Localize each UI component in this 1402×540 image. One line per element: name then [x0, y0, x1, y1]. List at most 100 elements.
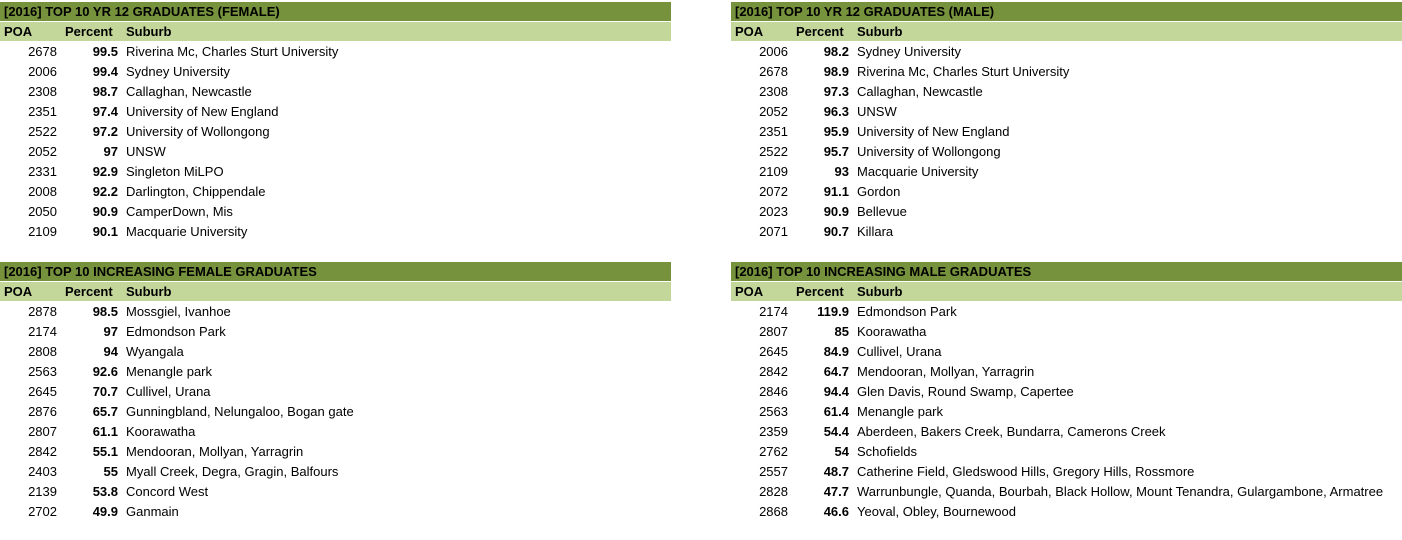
percent-cell: 70.7: [92, 384, 118, 399]
suburb-cell: University of Wollongong: [126, 124, 270, 139]
table-row: 2006 99.4 Sydney University: [0, 62, 671, 82]
percent-cell: 94: [103, 344, 118, 359]
column-header-suburb: Suburb: [126, 284, 172, 299]
poa-cell: 2308: [759, 84, 788, 99]
poa-cell: 2139: [28, 484, 57, 499]
percent-cell: 97.2: [92, 124, 118, 139]
poa-cell: 2006: [759, 44, 788, 59]
table-top-yr12-male: [2016] TOP 10 YR 12 GRADUATES (MALE) POA…: [731, 2, 1402, 242]
suburb-cell: Gordon: [857, 184, 901, 199]
percent-cell: 65.7: [92, 404, 118, 419]
percent-cell: 119.9: [817, 304, 849, 319]
poa-cell: 2807: [28, 424, 57, 439]
percent-cell: 94.4: [823, 384, 849, 399]
column-header-row: POA Percent Suburb: [0, 22, 671, 42]
table-row: 2645 84.9 Cullivel, Urana: [731, 342, 1402, 362]
suburb-cell: University of Wollongong: [857, 144, 1001, 159]
table-row: 2876 65.7 Gunningbland, Nelungaloo, Bogan …: [0, 402, 671, 422]
poa-cell: 2828: [759, 484, 788, 499]
table-row: 2842 64.7 Mendooran, Mollyan, Yarragrin: [731, 362, 1402, 382]
poa-cell: 2308: [28, 84, 57, 99]
poa-cell: 2678: [28, 44, 57, 59]
percent-cell: 55: [103, 464, 118, 479]
poa-cell: 2351: [28, 104, 57, 119]
table-top-yr12-female: [2016] TOP 10 YR 12 GRADUATES (FEMALE) P…: [0, 2, 671, 242]
percent-cell: 92.2: [92, 184, 118, 199]
table-row: 2563 92.6 Menangle park: [0, 362, 671, 382]
percent-cell: 54.4: [823, 424, 849, 439]
poa-cell: 2842: [28, 444, 57, 459]
table-title: [2016] TOP 10 INCREASING MALE GRADUATES: [731, 262, 1402, 282]
suburb-cell: Riverina Mc, Charles Sturt University: [126, 44, 339, 59]
poa-cell: 2023: [759, 204, 788, 219]
suburb-cell: Macquarie University: [857, 164, 979, 179]
suburb-cell: Warrunbungle, Quanda, Bourbah, Black Hol…: [857, 484, 1384, 499]
suburb-cell: Wyangala: [126, 344, 184, 359]
percent-cell: 54: [834, 444, 849, 459]
column-header-percent: Percent: [65, 284, 113, 299]
table-row: 2052 96.3 UNSW: [731, 102, 1402, 122]
suburb-cell: University of New England: [857, 124, 1010, 139]
percent-cell: 99.4: [92, 64, 118, 79]
table-row: 2522 97.2 University of Wollongong: [0, 122, 671, 142]
table-row: 2331 92.9 Singleton MiLPO: [0, 162, 671, 182]
column-header-row: POA Percent Suburb: [731, 282, 1402, 302]
percent-cell: 97: [103, 144, 118, 159]
percent-cell: 47.7: [823, 484, 849, 499]
suburb-cell: Menangle park: [126, 364, 212, 379]
table-row: 2351 97.4 University of New England: [0, 102, 671, 122]
suburb-cell: Koorawatha: [126, 424, 196, 439]
poa-cell: 2522: [28, 124, 57, 139]
suburb-cell: Singleton MiLPO: [126, 164, 224, 179]
poa-cell: 2052: [28, 144, 57, 159]
poa-cell: 2557: [759, 464, 788, 479]
table-row: 2174 97 Edmondson Park: [0, 322, 671, 342]
poa-cell: 2702: [28, 504, 57, 519]
suburb-cell: Koorawatha: [857, 324, 927, 339]
column-header-percent: Percent: [796, 24, 844, 39]
table-row: 2023 90.9 Bellevue: [731, 202, 1402, 222]
suburb-cell: Schofields: [857, 444, 917, 459]
suburb-cell: CamperDown, Mis: [126, 204, 233, 219]
suburb-cell: Menangle park: [857, 404, 943, 419]
table-row: 2109 93 Macquarie University: [731, 162, 1402, 182]
column-header-poa: POA: [735, 284, 764, 299]
table-row: 2050 90.9 CamperDown, Mis: [0, 202, 671, 222]
percent-cell: 98.5: [92, 304, 118, 319]
suburb-cell: Callaghan, Newcastle: [857, 84, 983, 99]
table-body: 2174 119.9 Edmondson Park 2807 85 Koorawatha 2…: [731, 302, 1402, 522]
table-row: 2071 90.7 Killara: [731, 222, 1402, 242]
table-row: 2522 95.7 University of Wollongong: [731, 142, 1402, 162]
table-row: 2052 97 UNSW: [0, 142, 671, 162]
percent-cell: 61.4: [823, 404, 849, 419]
suburb-cell: University of New England: [126, 104, 279, 119]
poa-cell: 2331: [28, 164, 57, 179]
percent-cell: 98.9: [823, 64, 849, 79]
poa-cell: 2006: [28, 64, 57, 79]
column-header-suburb: Suburb: [126, 24, 172, 39]
poa-cell: 2522: [759, 144, 788, 159]
column-header-poa: POA: [4, 284, 33, 299]
table-row: 2808 94 Wyangala: [0, 342, 671, 362]
table-row: 2645 70.7 Cullivel, Urana: [0, 382, 671, 402]
table-increasing-female: [2016] TOP 10 INCREASING FEMALE GRADUATE…: [0, 262, 671, 522]
poa-cell: 2678: [759, 64, 788, 79]
table-row: 2308 97.3 Callaghan, Newcastle: [731, 82, 1402, 102]
table-title: [2016] TOP 10 YR 12 GRADUATES (FEMALE): [0, 2, 671, 22]
column-header-row: POA Percent Suburb: [731, 22, 1402, 42]
suburb-cell: Myall Creek, Degra, Gragin, Balfours: [126, 464, 339, 479]
poa-cell: 2008: [28, 184, 57, 199]
table-row: 2678 98.9 Riverina Mc, Charles Sturt Unive…: [731, 62, 1402, 82]
poa-cell: 2807: [759, 324, 788, 339]
suburb-cell: Macquarie University: [126, 224, 248, 239]
table-row: 2006 98.2 Sydney University: [731, 42, 1402, 62]
table-row: 2846 94.4 Glen Davis, Round Swamp, Caperte…: [731, 382, 1402, 402]
suburb-cell: UNSW: [857, 104, 897, 119]
percent-cell: 46.6: [823, 504, 849, 519]
poa-cell: 2359: [759, 424, 788, 439]
poa-cell: 2403: [28, 464, 57, 479]
poa-cell: 2052: [759, 104, 788, 119]
table-row: 2403 55 Myall Creek, Degra, Gragin, Balfou…: [0, 462, 671, 482]
percent-cell: 55.1: [92, 444, 118, 459]
suburb-cell: Darlington, Chippendale: [126, 184, 266, 199]
